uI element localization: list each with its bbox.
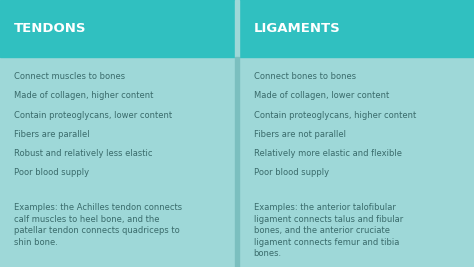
Text: Connect muscles to bones: Connect muscles to bones	[14, 72, 125, 81]
Text: Made of collagen, lower content: Made of collagen, lower content	[254, 91, 389, 100]
Bar	[235, 0, 239, 57]
Text: Poor blood supply: Poor blood supply	[254, 168, 328, 177]
Text: Poor blood supply: Poor blood supply	[14, 168, 89, 177]
Bar	[0, 0, 235, 57]
Text: Made of collagen, higher content: Made of collagen, higher content	[14, 91, 154, 100]
Text: Fibers are not parallel: Fibers are not parallel	[254, 130, 346, 139]
Bar	[235, 57, 239, 267]
Text: Contain proteoglycans, lower content: Contain proteoglycans, lower content	[14, 111, 173, 120]
Text: LIGAMENTS: LIGAMENTS	[254, 22, 340, 35]
Text: Robust and relatively less elastic: Robust and relatively less elastic	[14, 149, 153, 158]
Text: Connect bones to bones: Connect bones to bones	[254, 72, 356, 81]
Text: Relatively more elastic and flexible: Relatively more elastic and flexible	[254, 149, 401, 158]
Text: Fibers are parallel: Fibers are parallel	[14, 130, 90, 139]
Text: Examples: the anterior talofibular
ligament connects talus and fibular
bones, an: Examples: the anterior talofibular ligam…	[254, 203, 403, 258]
Text: TENDONS: TENDONS	[14, 22, 87, 35]
Text: Contain proteoglycans, higher content: Contain proteoglycans, higher content	[254, 111, 416, 120]
Text: Examples: the Achilles tendon connects
calf muscles to heel bone, and the
patell: Examples: the Achilles tendon connects c…	[14, 203, 182, 247]
Bar	[239, 0, 474, 57]
